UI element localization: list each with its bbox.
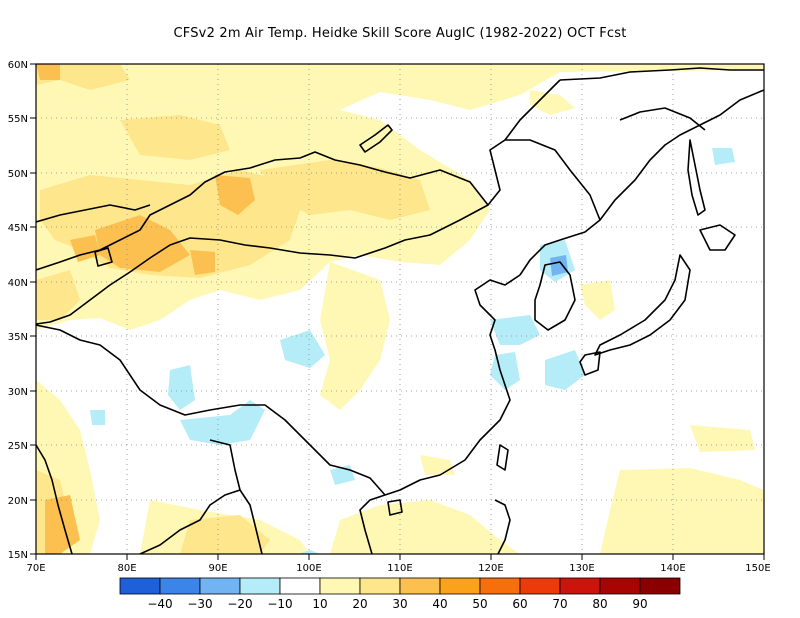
shade-cyan-tibet	[280, 330, 325, 368]
colorbar-swatches	[119, 577, 681, 595]
coastlines	[36, 67, 764, 554]
lat-label: 15N	[8, 550, 28, 561]
shade-blue-korea	[550, 255, 568, 276]
colorbar-swatch	[639, 577, 681, 595]
shade-cyan-india	[168, 365, 195, 410]
lon-label: 110E	[387, 563, 412, 574]
shade-scs	[330, 500, 520, 554]
lat-label: 35N	[8, 332, 28, 343]
colorbar-swatch	[439, 577, 481, 595]
lon-label: 70E	[26, 563, 45, 574]
lon-labels: 70E 80E 90E 100E 110E 120E 130E 140E 150…	[26, 563, 770, 574]
lon-ticks	[35, 554, 765, 560]
shade-mongolia	[260, 160, 430, 220]
colorbar-label: −40	[147, 597, 172, 611]
colorbar-label: −30	[187, 597, 212, 611]
colorbar-swatch	[399, 577, 441, 595]
colorbar-label: 70	[552, 597, 567, 611]
colorbar-swatch	[159, 577, 201, 595]
colorbar: −40 −30 −20 −10 10 20 30 40 50 60 70 80 …	[119, 577, 681, 611]
colorbar-swatch	[599, 577, 641, 595]
shade-west-strip	[36, 270, 80, 320]
shade-cyan-sea	[298, 550, 320, 554]
lat-label: 25N	[8, 441, 28, 452]
shade-bengal-core	[180, 515, 270, 554]
lat-label: 55N	[8, 114, 28, 125]
shade-japan	[580, 280, 615, 320]
colorbar-label: 20	[352, 597, 367, 611]
graticule	[36, 64, 764, 554]
colorbar-label: 60	[512, 597, 527, 611]
colorbar-swatch	[479, 577, 521, 595]
colorbar-swatch	[199, 577, 241, 595]
lat-label: 50N	[8, 169, 28, 180]
shade-altai-core	[215, 175, 255, 215]
lat-label: 30N	[8, 387, 28, 398]
colorbar-swatch	[279, 577, 321, 595]
lon-label: 130E	[569, 563, 594, 574]
lon-label: 100E	[296, 563, 321, 574]
shade-cyan-ecs	[545, 350, 585, 390]
colorbar-label: 10	[312, 597, 327, 611]
skill-score-shading	[36, 64, 764, 554]
shade-okhotsk	[530, 90, 575, 115]
colorbar-label: 50	[472, 597, 487, 611]
colorbar-label: −10	[267, 597, 292, 611]
map-title: CFSv2 2m Air Temp. Heidke Skill Score Au…	[173, 26, 627, 41]
shade-kazakh-core	[95, 215, 190, 272]
shade-cyan-pacific	[712, 148, 735, 165]
colorbar-swatch	[559, 577, 601, 595]
lat-label: 60N	[8, 60, 28, 71]
shade-tibet-south	[320, 262, 390, 410]
lon-label: 90E	[208, 563, 227, 574]
colorbar-label: 90	[632, 597, 647, 611]
colorbar-label: 30	[392, 597, 407, 611]
lat-label: 40N	[8, 278, 28, 289]
lon-label: 140E	[660, 563, 685, 574]
colorbar-swatch	[239, 577, 281, 595]
shade-cyan-yellowsea	[490, 315, 540, 345]
lat-labels: 60N 55N 50N 45N 40N 35N 30N 25N 20N 15N	[8, 60, 28, 561]
shade-cyan-himalaya	[180, 400, 265, 445]
colorbar-label: 80	[592, 597, 607, 611]
shade-mid-core	[190, 250, 215, 275]
lat-label: 20N	[8, 496, 28, 507]
colorbar-label: −20	[227, 597, 252, 611]
shade-north-belt	[36, 64, 764, 110]
colorbar-swatch	[119, 577, 161, 595]
shade-west-siberia	[120, 115, 230, 160]
shade-cyan-bay	[90, 410, 105, 425]
lat-ticks	[30, 63, 36, 555]
lon-label: 150E	[745, 563, 770, 574]
colorbar-labels: −40 −30 −20 −10 10 20 30 40 50 60 70 80 …	[147, 597, 647, 611]
colorbar-swatch	[359, 577, 401, 595]
colorbar-swatch	[319, 577, 361, 595]
shade-patch-mid	[420, 455, 455, 475]
shade-nw-core	[36, 64, 60, 80]
colorbar-label: 40	[432, 597, 447, 611]
lon-label: 120E	[478, 563, 503, 574]
colorbar-swatch	[519, 577, 561, 595]
shade-west-pacific	[600, 468, 764, 554]
lat-label: 45N	[8, 223, 28, 234]
lon-label: 80E	[117, 563, 136, 574]
shade-india-core	[45, 495, 80, 554]
